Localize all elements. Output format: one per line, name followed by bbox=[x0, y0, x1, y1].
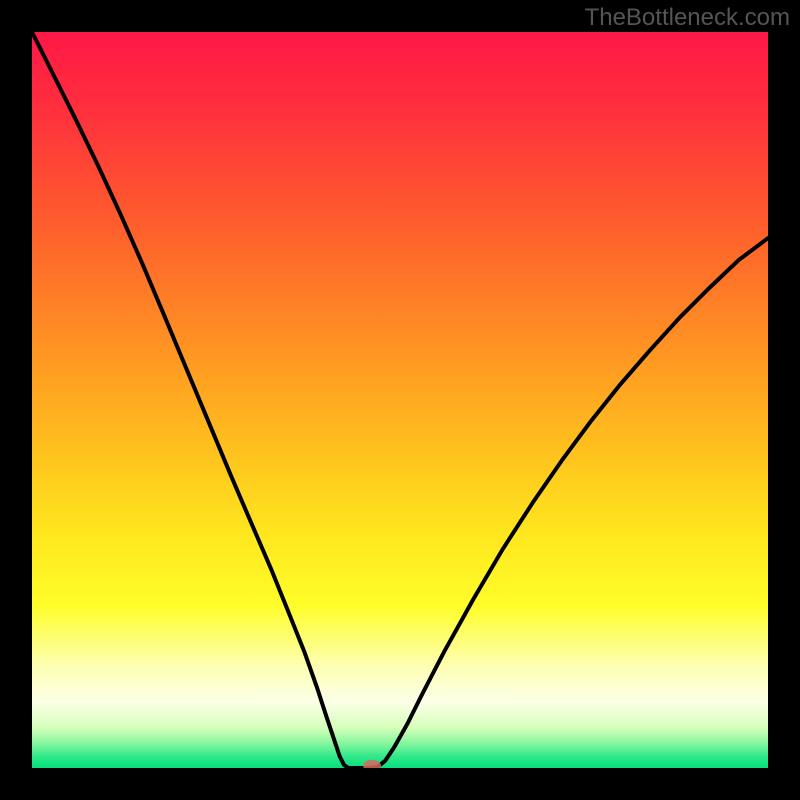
plot-background bbox=[32, 32, 768, 768]
frame-border bbox=[0, 0, 32, 800]
bottleneck-chart bbox=[0, 0, 800, 800]
watermark-text: TheBottleneck.com bbox=[585, 4, 790, 32]
chart-container: TheBottleneck.com bbox=[0, 0, 800, 800]
frame-border bbox=[768, 0, 800, 800]
frame-border bbox=[0, 768, 800, 800]
